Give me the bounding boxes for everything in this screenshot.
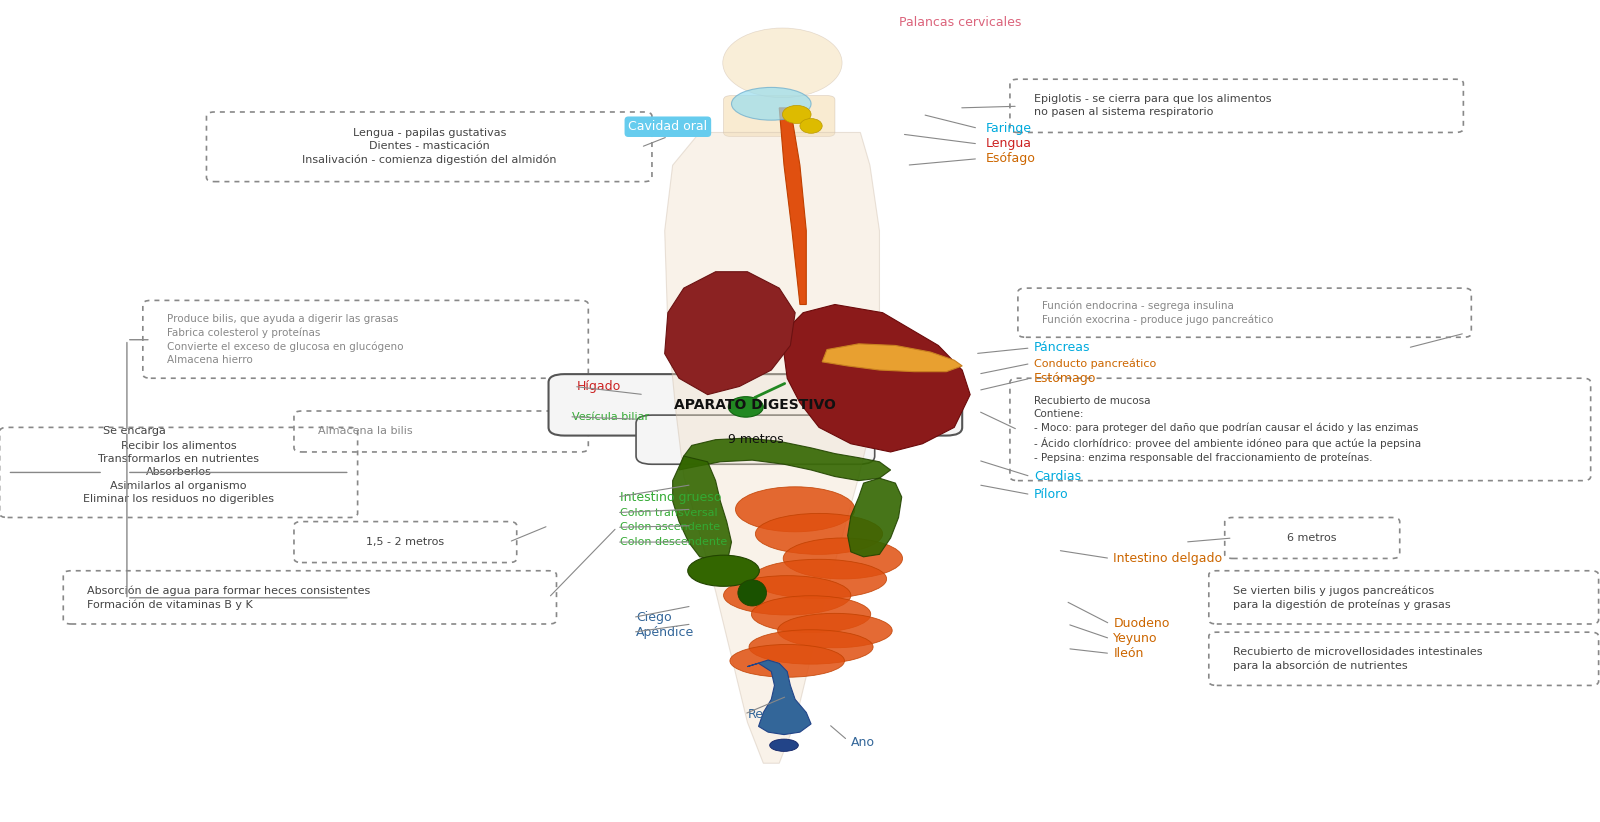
Polygon shape [822,344,962,372]
Text: APARATO DIGESTIVO: APARATO DIGESTIVO [675,398,837,412]
Text: Se vierten bilis y jugos pancreáticos
para la digestión de proteínas y grasas: Se vierten bilis y jugos pancreáticos pa… [1232,585,1450,610]
FancyBboxPatch shape [637,415,875,464]
Ellipse shape [752,596,870,633]
Ellipse shape [738,580,766,606]
Text: Yeyuno: Yeyuno [1114,632,1158,645]
Text: Páncreas: Páncreas [1034,341,1090,354]
Text: Ano: Ano [851,737,875,750]
Polygon shape [779,108,806,304]
Text: Apéndice: Apéndice [637,626,694,639]
Ellipse shape [800,118,822,133]
Text: Colon ascendente: Colon ascendente [621,522,720,533]
Text: 1,5 - 2 metros: 1,5 - 2 metros [366,537,445,547]
Ellipse shape [736,487,854,532]
Ellipse shape [723,575,851,615]
Polygon shape [747,660,811,735]
Text: Duodeno: Duodeno [1114,617,1170,630]
Ellipse shape [784,538,902,579]
Text: Produce bilis, que ayuda a digerir las grasas
Fabrica colesterol y proteínas
Con: Produce bilis, que ayuda a digerir las g… [166,314,403,365]
Text: Ciego: Ciego [637,611,672,624]
Polygon shape [664,132,880,764]
Text: Lengua - papilas gustativas
Dientes - masticación
Insalivación - comienza digest: Lengua - papilas gustativas Dientes - ma… [302,128,557,165]
Text: Cavidad oral: Cavidad oral [629,120,707,133]
Text: Faringe: Faringe [986,122,1032,135]
Ellipse shape [723,28,842,98]
Text: Lengua: Lengua [986,137,1032,150]
Text: Estómago: Estómago [1034,372,1096,385]
Text: Se encarga: Se encarga [102,427,166,436]
Ellipse shape [782,105,811,123]
Polygon shape [672,456,731,560]
Text: 6 metros: 6 metros [1288,533,1338,543]
Text: Recubierto de microvellosidades intestinales
para la absorción de nutrientes: Recubierto de microvellosidades intestin… [1232,647,1482,671]
Text: Colon descendente: Colon descendente [621,537,728,547]
Ellipse shape [730,644,845,677]
Polygon shape [848,478,902,556]
Polygon shape [664,272,795,395]
Ellipse shape [728,397,763,417]
Text: Recubierto de mucosa
Contiene:
- Moco: para proteger del daño que podrían causar: Recubierto de mucosa Contiene: - Moco: p… [1034,396,1421,463]
Text: Píloro: Píloro [1034,488,1069,501]
Ellipse shape [731,87,811,120]
Text: Intestino grueso: Intestino grueso [621,491,722,504]
Ellipse shape [755,514,883,554]
Text: Almacena la bilis: Almacena la bilis [318,427,413,436]
FancyBboxPatch shape [549,374,962,436]
Text: 9 metros: 9 metros [728,433,782,446]
Text: Función endocrina - segrega insulina
Función exocrina - produce jugo pancreático: Función endocrina - segrega insulina Fun… [1042,301,1274,325]
Ellipse shape [770,739,798,751]
Text: Intestino delgado: Intestino delgado [1114,552,1222,565]
Text: Ileón: Ileón [1114,647,1144,660]
Text: Conducto pancreático: Conducto pancreático [1034,358,1157,369]
Ellipse shape [778,613,893,648]
Text: Hígado: Hígado [578,380,621,393]
Ellipse shape [752,559,886,598]
Text: Recibir los alimentos
Transformarlos en nutrientes
Absorberlos
Asimilarlos al or: Recibir los alimentos Transformarlos en … [83,441,274,504]
Ellipse shape [688,555,760,586]
Text: Palancas cervicales: Palancas cervicales [899,16,1021,29]
Text: Absorción de agua para formar heces consistentes
Formación de vitaminas B y K: Absorción de agua para formar heces cons… [86,585,370,610]
Text: Vesícula biliar: Vesícula biliar [573,412,650,422]
Text: Cardias: Cardias [1034,470,1082,483]
Polygon shape [678,438,891,481]
Ellipse shape [749,630,874,664]
FancyBboxPatch shape [723,95,835,136]
Text: Recto: Recto [747,708,782,721]
Text: Colon transversal: Colon transversal [621,507,718,518]
Polygon shape [784,304,970,452]
Text: Epiglotis - se cierra para que los alimentos
no pasen al sistema respiratorio: Epiglotis - se cierra para que los alime… [1034,95,1272,118]
Text: Esófago: Esófago [986,152,1035,165]
